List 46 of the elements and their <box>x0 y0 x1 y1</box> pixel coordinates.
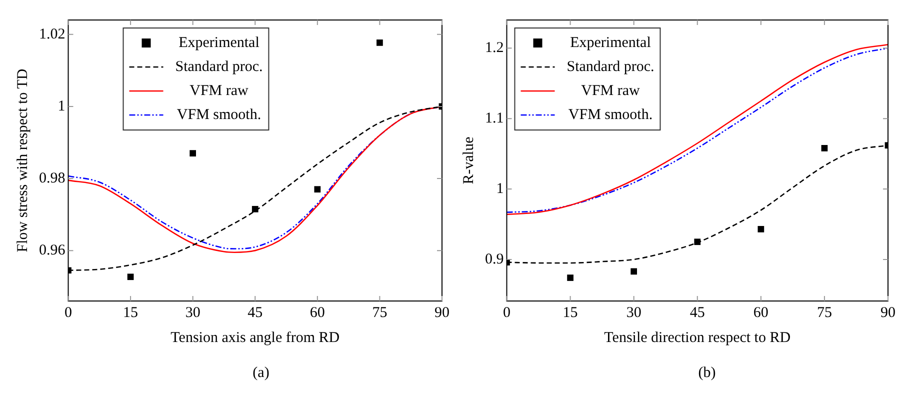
text: (a) <box>252 365 270 382</box>
x-tick-label: 30 <box>626 304 642 321</box>
y-tick-label: 0.9 <box>485 251 504 268</box>
point <box>252 206 258 212</box>
legend-label: Standard proc. <box>566 58 654 75</box>
x-tick-label: 45 <box>690 304 705 321</box>
legend-label: Standard proc. <box>175 58 263 75</box>
point <box>630 268 638 275</box>
y-tick-label: 1.02 <box>39 26 66 42</box>
y-axis-title: R-value <box>460 136 477 184</box>
legend-label: Experimental <box>570 34 651 51</box>
x-tick-label: 90 <box>880 304 896 321</box>
y-tick-label: 1.2 <box>485 40 504 56</box>
point <box>127 274 134 280</box>
legend-label: VFM raw <box>190 82 249 99</box>
point <box>567 274 574 281</box>
point <box>190 150 196 156</box>
y-tick-label: 1.1 <box>485 110 504 127</box>
legend-label: VFM raw <box>581 82 640 99</box>
x-tick-label: 0 <box>64 304 72 321</box>
point <box>758 226 764 232</box>
y-tick-label: 1 <box>496 180 504 197</box>
x-tick-label: 75 <box>816 304 832 321</box>
y-axis-title: Flow stress with respect to TD <box>14 68 31 252</box>
point <box>694 238 701 246</box>
x-tick-label: 15 <box>123 304 138 321</box>
point <box>314 186 321 193</box>
x-axis-title: Tensile direction respect to RD <box>604 330 791 346</box>
x-tick-label: 45 <box>248 304 263 321</box>
x-axis-title: Tension axis angle from RD <box>170 330 340 346</box>
x-tick-label: 60 <box>310 304 325 321</box>
point <box>821 144 828 152</box>
y-tick-label: 0.98 <box>39 170 66 186</box>
y-tick-label: 0.96 <box>39 242 66 258</box>
x-tick-label: 15 <box>562 304 578 321</box>
text: (b) <box>697 365 717 382</box>
point <box>376 40 383 46</box>
y-tick-label: 1 <box>58 98 66 114</box>
legend-label: Experimental <box>178 34 260 51</box>
x-tick-label: 90 <box>434 304 450 321</box>
x-tick-label: 30 <box>185 304 200 321</box>
legend-label: VFM smooth. <box>176 106 262 123</box>
x-tick-label: 60 <box>753 304 768 321</box>
x-tick-label: 75 <box>372 304 388 321</box>
x-tick-label: 0 <box>503 304 510 321</box>
legend-label: VFM smooth. <box>568 106 653 123</box>
